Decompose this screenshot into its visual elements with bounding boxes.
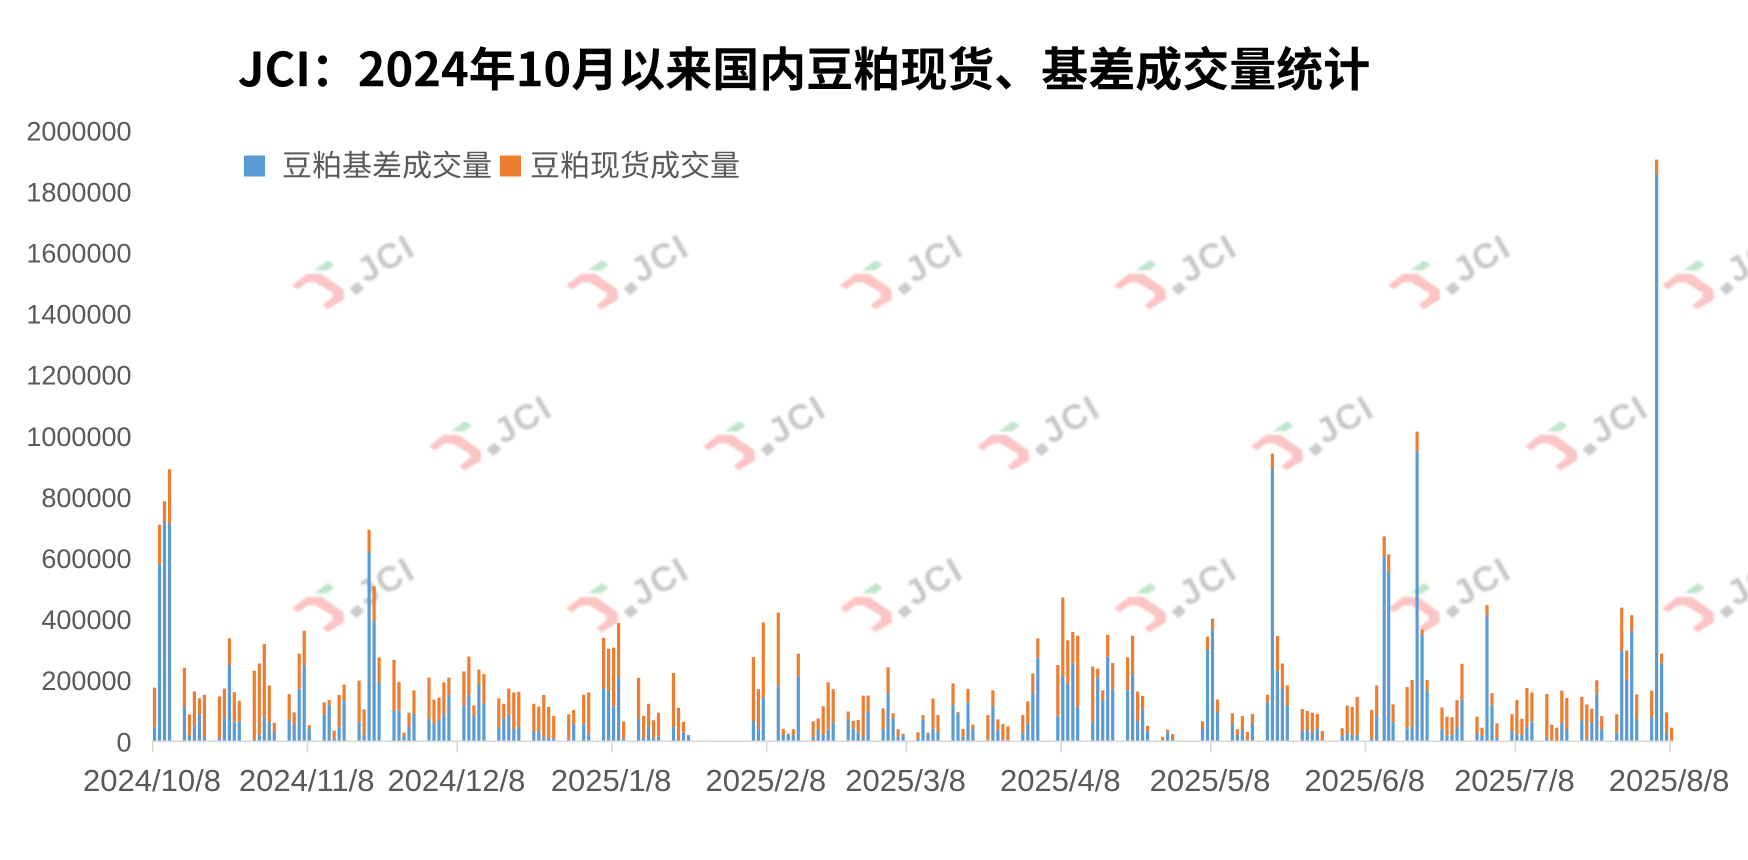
svg-text:2024/12/8: 2024/12/8 <box>387 763 525 798</box>
svg-text:2025/8/8: 2025/8/8 <box>1609 763 1730 798</box>
svg-text:1200000: 1200000 <box>26 361 131 391</box>
svg-text:1600000: 1600000 <box>26 239 131 269</box>
svg-text:2025/4/8: 2025/4/8 <box>1000 763 1121 798</box>
svg-text:2024/11/8: 2024/11/8 <box>239 763 375 798</box>
svg-text:1400000: 1400000 <box>26 300 131 330</box>
svg-text:200000: 200000 <box>41 666 131 696</box>
svg-text:2024/10/8: 2024/10/8 <box>83 763 221 798</box>
svg-text:400000: 400000 <box>41 605 131 635</box>
svg-text:800000: 800000 <box>41 483 131 513</box>
svg-text:2025/7/8: 2025/7/8 <box>1454 763 1575 798</box>
svg-text:2000000: 2000000 <box>26 116 131 146</box>
svg-text:2025/5/8: 2025/5/8 <box>1150 763 1271 798</box>
svg-text:2025/1/8: 2025/1/8 <box>551 763 672 798</box>
svg-text:1000000: 1000000 <box>26 422 131 452</box>
svg-text:1800000: 1800000 <box>26 177 131 207</box>
svg-text:2025/2/8: 2025/2/8 <box>705 763 826 798</box>
svg-text:2025/6/8: 2025/6/8 <box>1304 763 1425 798</box>
svg-text:600000: 600000 <box>41 544 131 574</box>
svg-text:0: 0 <box>116 727 131 757</box>
svg-text:2025/3/8: 2025/3/8 <box>845 763 966 798</box>
